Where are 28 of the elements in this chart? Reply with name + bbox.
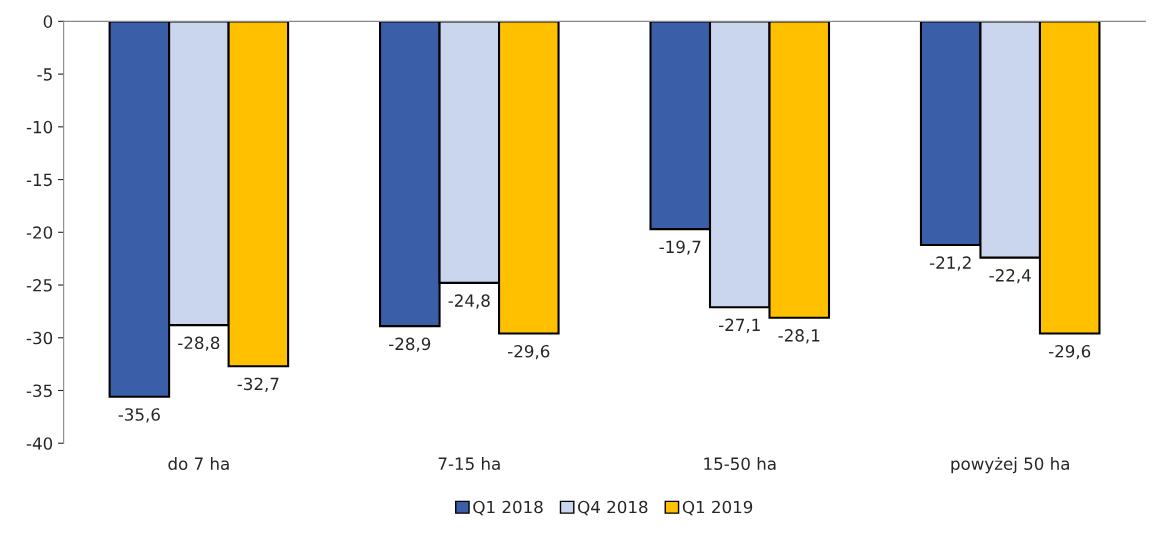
y-tick-label: -35: [26, 384, 52, 398]
data-label: -35,6: [118, 408, 160, 423]
legend-label: Q1 2019: [682, 500, 753, 516]
y-tick-label: -15: [26, 173, 52, 187]
y-tick-label: 0: [43, 15, 53, 28]
data-label: -32,7: [237, 377, 279, 392]
data-label: -28,1: [778, 329, 820, 344]
y-tick-label: -40: [26, 437, 53, 450]
data-label: -21,2: [929, 256, 971, 271]
data-label: -19,7: [659, 240, 701, 255]
data-label: -27,1: [719, 318, 760, 333]
data-label: -29,6: [1048, 344, 1091, 360]
y-tick-label: -5: [37, 68, 52, 81]
data-label: -29,6: [508, 344, 550, 360]
legend-label: Q1 2018: [473, 500, 543, 516]
y-tick-label: -30: [26, 331, 53, 345]
legend-label: Q4 2018: [578, 500, 648, 516]
data-label: -28,9: [389, 337, 431, 352]
data-label: -24,8: [448, 294, 490, 309]
data-label: -28,8: [178, 336, 220, 351]
y-tick-label: -10: [26, 120, 53, 134]
x-tick-label: 15-50 ha: [704, 457, 776, 471]
x-tick-label: do 7 ha: [168, 457, 229, 471]
x-tick-label: 7-15 ha: [438, 457, 500, 471]
y-tick-label: -25: [26, 278, 52, 292]
data-label: -22,4: [989, 269, 1031, 284]
x-tick-label: powyżej 50 ha: [951, 457, 1069, 474]
y-tick-label: -20: [26, 226, 53, 239]
